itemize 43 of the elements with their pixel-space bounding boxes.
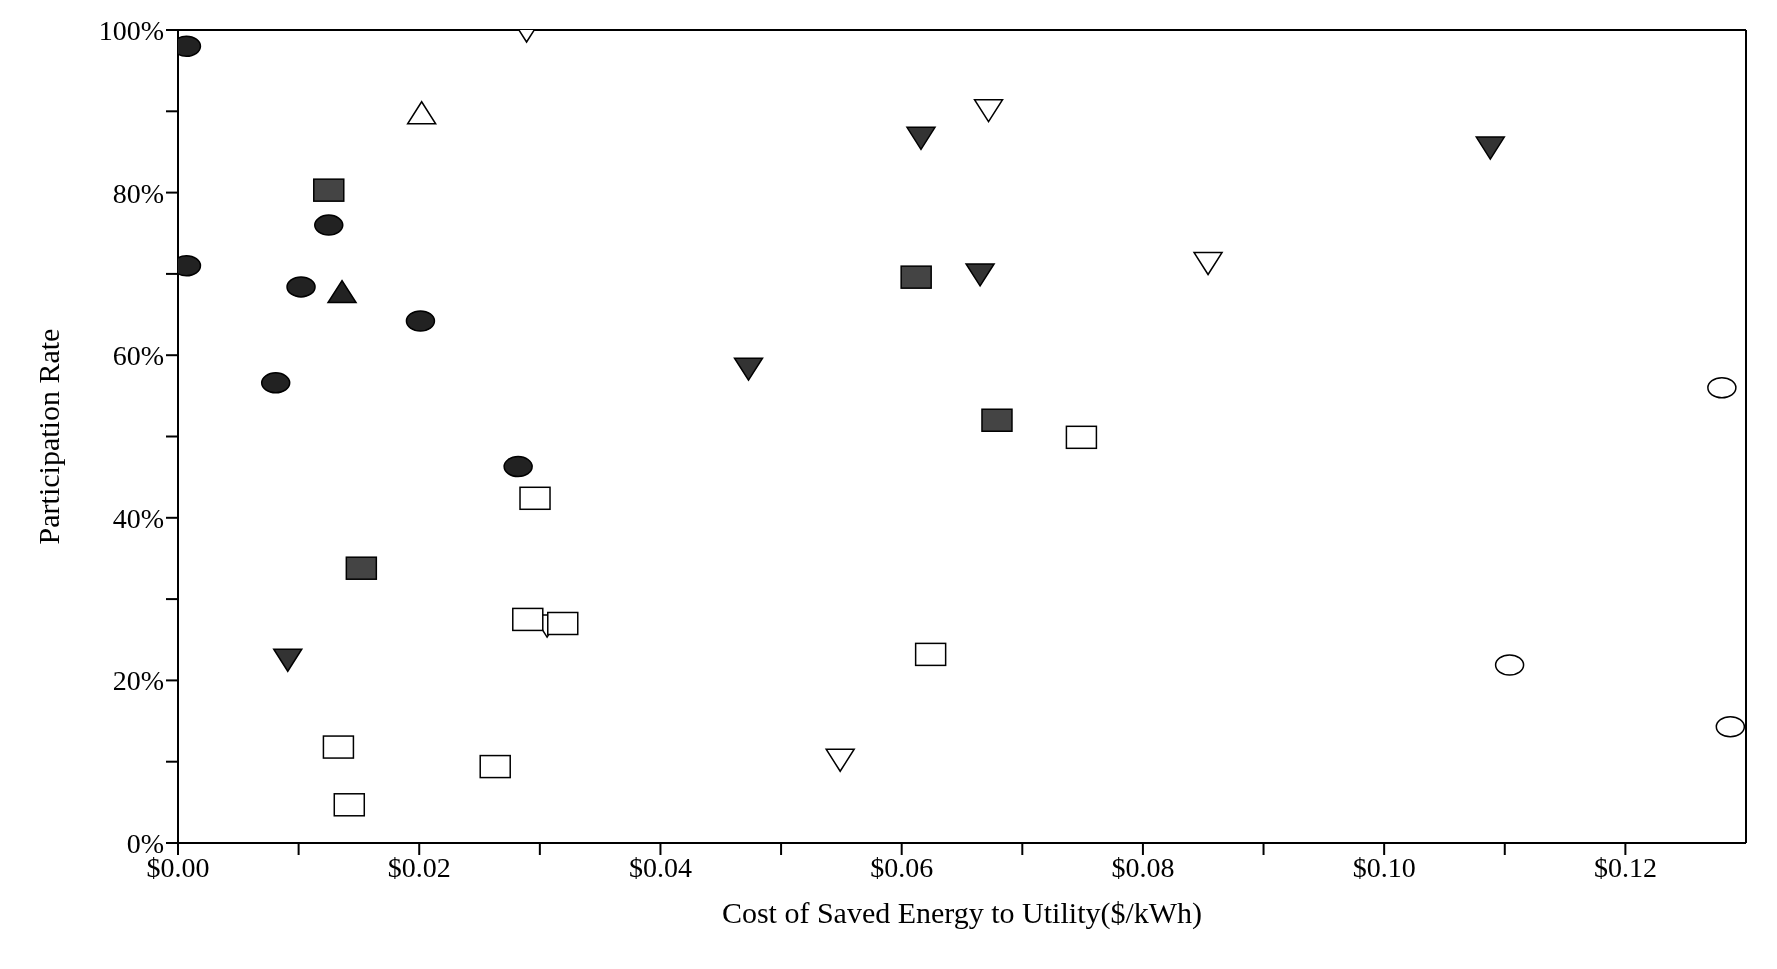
x-axis-title: Cost of Saved Energy to Utility($/kWh) [721, 896, 1203, 930]
x-tick-label: $0.04 [628, 851, 692, 883]
y-axis-title: Participation Rate [31, 328, 65, 545]
y-tick-label: 60% [112, 340, 164, 372]
point [314, 214, 344, 236]
point [914, 642, 947, 667]
point [327, 279, 357, 304]
point [1193, 251, 1223, 276]
point [906, 126, 936, 151]
y-tick-label: 100% [98, 14, 164, 46]
point [547, 611, 579, 636]
x-tick-label: $0.02 [387, 851, 451, 883]
x-tick-label: $0.12 [1593, 851, 1657, 883]
point [981, 408, 1013, 432]
point [1065, 425, 1098, 450]
point [405, 310, 436, 332]
point [1715, 715, 1746, 738]
point [322, 735, 355, 759]
point [519, 486, 551, 511]
point [1494, 654, 1525, 676]
point [286, 276, 316, 298]
point [825, 748, 855, 773]
point [479, 754, 511, 779]
x-tick-label: $0.08 [1111, 851, 1175, 883]
point [503, 455, 533, 478]
point [273, 648, 303, 673]
point [345, 556, 378, 580]
point [260, 372, 291, 394]
y-tick-label: 40% [112, 502, 164, 534]
x-tick-label: $0.06 [870, 851, 934, 883]
point [406, 100, 437, 125]
point [1707, 376, 1737, 399]
y-tick-label: 20% [112, 665, 164, 697]
x-tick-label: $0.10 [1352, 851, 1416, 883]
point [733, 357, 764, 381]
point [512, 607, 544, 632]
point [333, 793, 366, 817]
point [973, 98, 1004, 123]
point [900, 265, 932, 289]
y-tick-label: 80% [112, 177, 164, 209]
point [1475, 136, 1506, 160]
point [313, 178, 345, 202]
point [965, 263, 995, 287]
